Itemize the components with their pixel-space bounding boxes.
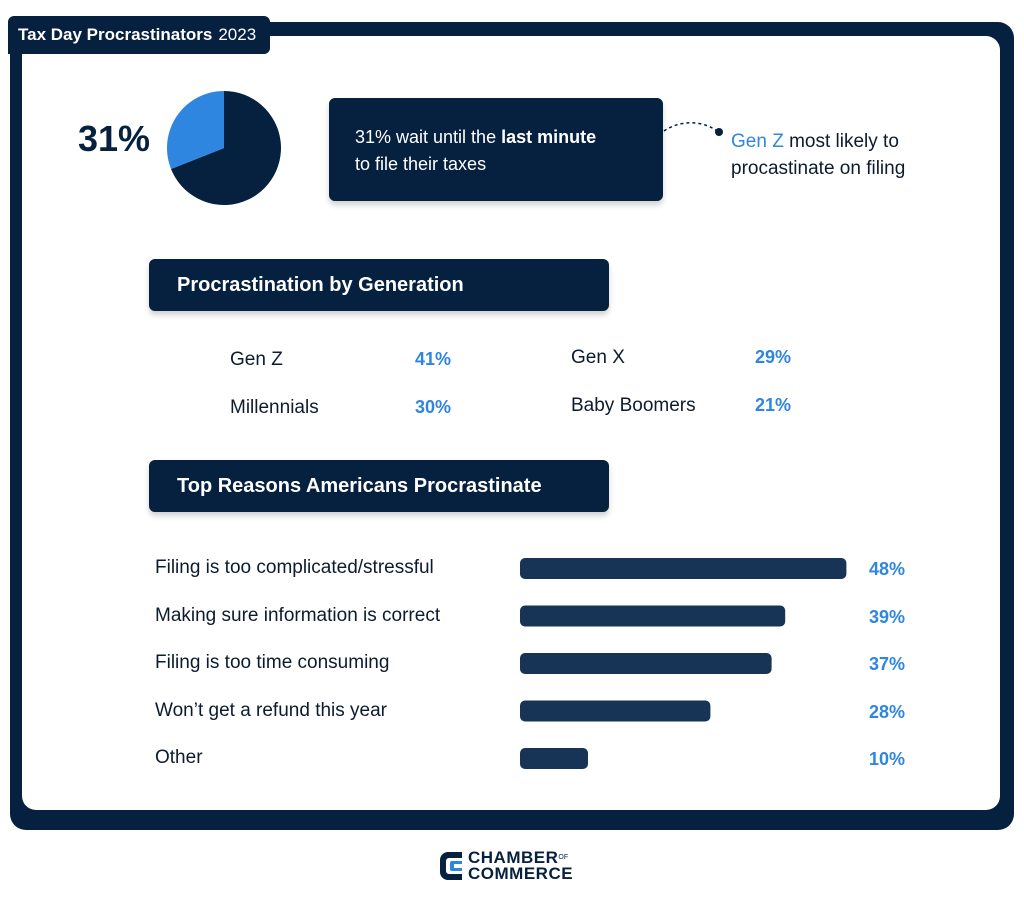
callout-text-pre: 31% wait until the [355,127,502,147]
side-note-text-1: most likely to [783,131,899,152]
callout-text-bold: last minute [501,127,597,147]
title-text: Tax Day Procrastinators [18,25,213,44]
bar-1 [520,605,786,627]
gen-value-boomers: 21% [755,395,792,415]
callout-connector [663,122,723,136]
bar-value-label: 10% [869,749,906,769]
pie-slice-others [171,91,281,205]
chamber-logo-text: CHAMBEROF COMMERCE [468,848,574,883]
bar-value-label: 37% [869,654,906,674]
bar-value-label: 28% [869,701,906,722]
headline-percent: 31% [78,118,151,159]
gen-value-genx: 29% [755,347,792,367]
bar-category-label: Making sure information is correct [155,604,441,626]
bar-3 [520,700,711,722]
bar-category-label: Filing is too complicated/stressful [155,557,434,578]
bar-2 [520,653,772,674]
gen-value-genz: 41% [415,349,452,369]
callout-text-post: to file their taxes [355,154,487,174]
gen-label-millennials: Millennials [230,397,319,418]
reasons-heading: Top Reasons Americans Procrastinate [149,460,609,512]
bar-value-label: 39% [869,606,906,627]
side-note: Gen Z most likely to procastinate on fil… [731,128,971,182]
bar-0 [520,558,847,579]
bar-value-label: 48% [869,559,906,579]
bar-4 [520,748,588,769]
pie-slice-last-minute [167,91,224,169]
gen-value-millennials: 30% [415,397,452,417]
generation-heading: Procrastination by Generation [149,259,609,311]
gen-label-boomers: Baby Boomers [571,395,696,416]
chamber-logo-icon [440,852,462,880]
pie-chart [167,91,281,205]
title-year: 2023 [218,25,257,44]
infographic-title: Tax Day Procrastinators 2023 [8,16,271,54]
chamber-logo: CHAMBEROF COMMERCE [438,848,573,884]
bar-category-label: Filing is too time consuming [155,652,390,673]
bar-category-label: Other [155,747,203,768]
gen-label-genx: Gen X [571,347,625,368]
side-note-highlight: Gen Z [731,131,784,152]
callout-box: 31% wait until the last minute to file t… [329,98,663,201]
bar-category-label: Won’t get a refund this year [155,699,387,721]
gen-label-genz: Gen Z [230,349,283,370]
side-note-text-2: procastinate on filing [731,158,906,179]
